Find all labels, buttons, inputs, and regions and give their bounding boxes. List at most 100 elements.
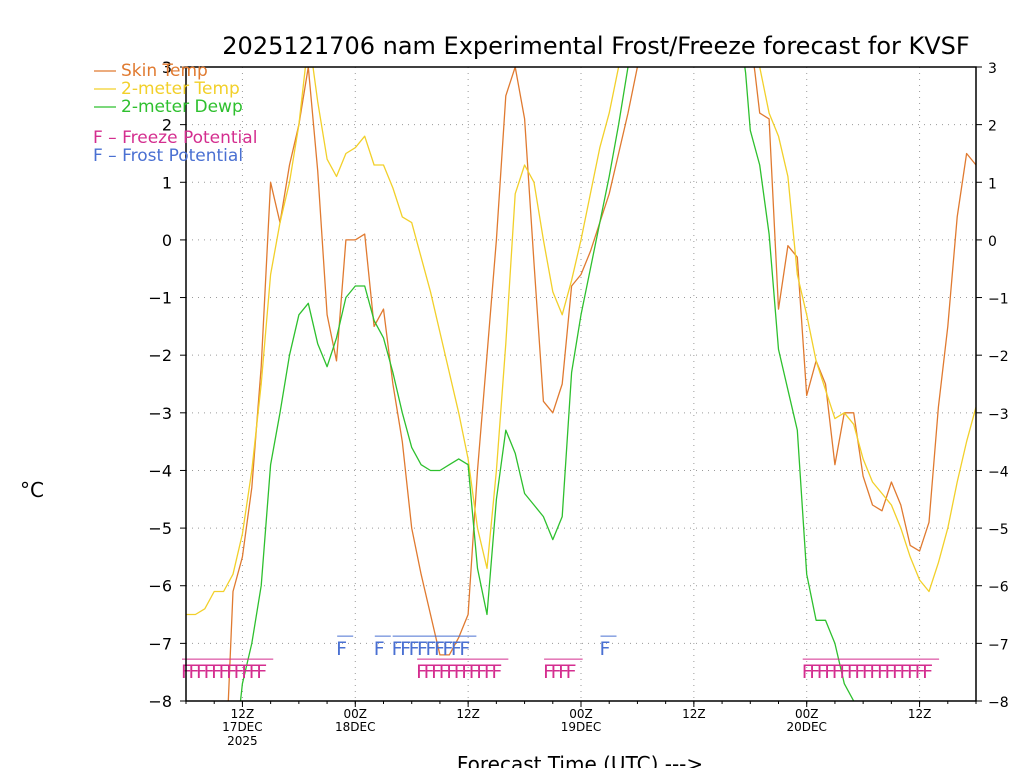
- y-tick-label-right: 3: [988, 61, 997, 77]
- y-tick-label-right: −7: [988, 637, 1009, 653]
- frost-potential-marker: F: [400, 638, 411, 660]
- freeze-potential-marker: F: [211, 661, 222, 683]
- frost-potential-marker: F: [392, 638, 403, 660]
- freeze-potential-marker: F: [551, 661, 562, 683]
- x-axis-label: Forecast Time (UTC) --->: [457, 752, 703, 768]
- freeze-potential-marker: F: [219, 661, 230, 683]
- frost-potential-marker: F: [426, 638, 437, 660]
- freeze-potential-marker: F: [817, 661, 828, 683]
- series-lines: [186, 67, 976, 701]
- grid-lines: [186, 67, 976, 701]
- freeze-potential-marker: F: [869, 661, 880, 683]
- frost-potential-marker: F: [409, 638, 420, 660]
- freeze-potential-marker: F: [832, 661, 843, 683]
- x-tick-year: 2025: [227, 734, 258, 748]
- y-tick-label-right: −4: [988, 464, 1009, 480]
- freeze-potential-marker: F: [226, 661, 237, 683]
- freeze-potential-marker: F: [491, 661, 502, 683]
- freeze-potential-marker: F: [900, 661, 911, 683]
- legend-entry: Skin Temp: [121, 61, 208, 81]
- y-tick-label-left: −3: [148, 404, 172, 423]
- y-tick-label-left: −4: [148, 461, 172, 480]
- freeze-potential-marker: F: [439, 661, 450, 683]
- y-tick-label-right: 0: [988, 234, 997, 250]
- y-tick-label-right: −5: [988, 522, 1009, 538]
- y-tick-label-right: 1: [988, 176, 997, 192]
- freeze-potential-marker: F: [189, 661, 200, 683]
- x-tick-date: 19DEC: [561, 720, 601, 734]
- frost-potential-marker: F: [459, 638, 470, 660]
- x-tick-label: 12Z: [908, 707, 932, 721]
- frost-potential-marker: F: [442, 638, 453, 660]
- x-tick-date: 17DEC: [222, 720, 262, 734]
- freeze-potential-marker: F: [484, 661, 495, 683]
- freeze-potential-marker: F: [234, 661, 245, 683]
- freeze-potential-marker: F: [915, 661, 926, 683]
- freeze-potential-marker: F: [476, 661, 487, 683]
- x-tick-label: 00Z: [344, 707, 368, 721]
- y-tick-label-left: −8: [148, 692, 172, 711]
- legend-entry: 2-meter Temp: [121, 79, 240, 99]
- freeze-potential-marker: F: [241, 661, 252, 683]
- freeze-potential-marker: F: [854, 661, 865, 683]
- frost-potential-marker: F: [434, 638, 445, 660]
- freeze-potential-marker: F: [461, 661, 472, 683]
- y-tick-label-left: 2: [162, 116, 172, 135]
- y-tick-label-left: −2: [148, 346, 172, 365]
- y-tick-label-left: −1: [148, 289, 172, 308]
- freeze-potential-marker: F: [249, 661, 260, 683]
- freeze-potential-marker: F: [416, 661, 427, 683]
- x-tick-label: 00Z: [795, 707, 819, 721]
- frost-potential-marker: F: [417, 638, 428, 660]
- freeze-potential-marker: F: [256, 661, 267, 683]
- frost-potential-marker: F: [600, 638, 611, 660]
- frost-potential-marker: F: [374, 638, 385, 660]
- y-tick-label-left: 3: [162, 58, 172, 77]
- freeze-potential-marker: F: [558, 661, 569, 683]
- freeze-potential-marker: F: [802, 661, 813, 683]
- x-tick-label: 12Z: [456, 707, 480, 721]
- freeze-potential-marker: F: [454, 661, 465, 683]
- x-tick-date: 18DEC: [335, 720, 375, 734]
- legend-frost-potential: F – Frost Potential: [93, 146, 243, 166]
- freeze-potential-marker: F: [431, 661, 442, 683]
- freeze-potential-marker: F: [424, 661, 435, 683]
- y-tick-label-left: −6: [148, 577, 172, 596]
- y-tick-label-right: −2: [988, 349, 1009, 365]
- skin-temp-line: [227, 67, 976, 701]
- x-tick-date: 20DEC: [786, 720, 826, 734]
- freeze-potential-marker: F: [543, 661, 554, 683]
- freeze-potential-marker: F: [204, 661, 215, 683]
- freeze-potential-marker: F: [446, 661, 457, 683]
- freeze-potential-marker: F: [892, 661, 903, 683]
- y-tick-label-left: 1: [162, 173, 172, 192]
- y-tick-label-left: −5: [148, 519, 172, 538]
- freeze-potential-marker: F: [824, 661, 835, 683]
- y-tick-label-right: −3: [988, 407, 1009, 423]
- freeze-potential-marker: F: [809, 661, 820, 683]
- frost-potential-marker: F: [336, 638, 347, 660]
- freeze-potential-marker: F: [877, 661, 888, 683]
- freeze-potential-marker: F: [566, 661, 577, 683]
- freeze-potential-marker: F: [839, 661, 850, 683]
- freeze-potential-marker: F: [907, 661, 918, 683]
- y-tick-label-left: 0: [162, 231, 172, 250]
- y-tick-label-right: −8: [988, 695, 1009, 711]
- freeze-potential-marker: F: [847, 661, 858, 683]
- freeze-potential-marker: F: [469, 661, 480, 683]
- y-tick-label-right: −6: [988, 580, 1009, 596]
- freeze-potential-marker: F: [196, 661, 207, 683]
- freeze-potential-marker: F: [862, 661, 873, 683]
- y-tick-label-left: −7: [148, 634, 172, 653]
- 2-meter-dewp-line: [239, 67, 855, 701]
- x-tick-label: 12Z: [231, 707, 255, 721]
- x-tick-label: 00Z: [569, 707, 593, 721]
- axis-ticks: −8 −8 −7 −7 −6 −6 −5 −5 −4 −4 −3 −3 −2 −2 −1 −1 0 0 1 1 2 2 3 3…: [148, 58, 1008, 748]
- legend-entry: 2-meter Dewp: [121, 97, 243, 117]
- y-tick-label-right: −1: [988, 292, 1009, 308]
- 2-meter-temp-line: [186, 67, 976, 616]
- legend-freeze-potential: F – Freeze Potential: [93, 128, 257, 148]
